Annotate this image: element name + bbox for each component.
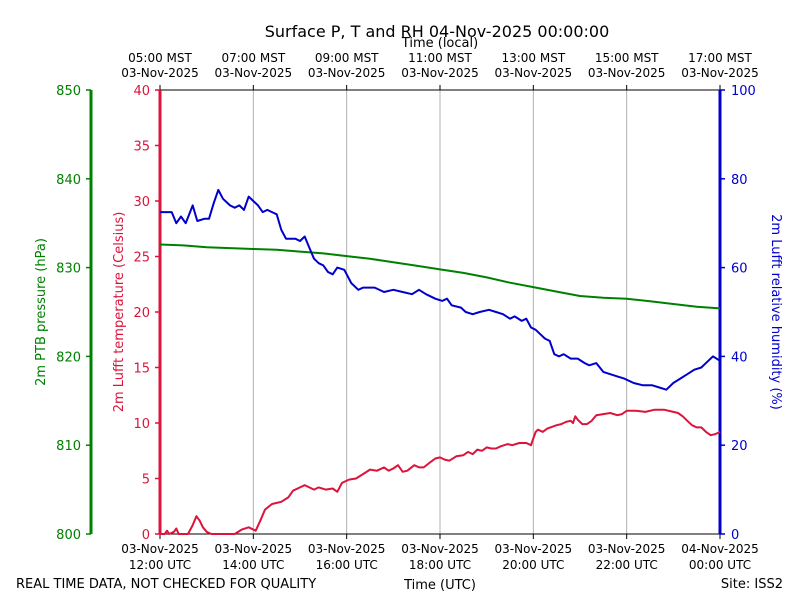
top-tick-date: 03-Nov-2025 [215, 66, 293, 80]
top-tick-time: 11:00 MST [408, 51, 472, 65]
pressure-series-line [159, 243, 721, 310]
x-tick-time: 14:00 UTC [222, 558, 284, 572]
bottom-axis-ticks: 03-Nov-2025 12:00 UTC 03-Nov-2025 14:00 UTC… [121, 534, 759, 572]
x-tick-date: 03-Nov-2025 [495, 542, 573, 556]
temperature-axis-ticks: 0 5 10 15 20 25 30 35 40 [133, 84, 160, 543]
x-tick-date: 03-Nov-2025 [308, 542, 386, 556]
humidity-tick-label: 80 [731, 173, 748, 188]
temperature-tick-label: 10 [133, 417, 150, 432]
top-tick-date: 03-Nov-2025 [495, 66, 573, 80]
temperature-series-line [160, 408, 721, 535]
humidity-tick-label: 40 [731, 350, 748, 365]
x-tick-date: 04-Nov-2025 [681, 542, 759, 556]
x-tick-date: 03-Nov-2025 [121, 542, 199, 556]
pressure-axis-label: 2m PTB pressure (hPa) [34, 238, 49, 386]
x-tick-time: 20:00 UTC [502, 558, 564, 572]
pressure-axis-ticks: 800 810 820 830 840 850 [56, 84, 91, 543]
temperature-axis-label: 2m Lufft temperature (Celsius) [112, 212, 127, 413]
temperature-tick-label: 30 [133, 195, 150, 210]
top-tick-time: 17:00 MST [688, 51, 752, 65]
x-tick-time: 22:00 UTC [596, 558, 658, 572]
pressure-tick-label: 800 [56, 528, 81, 543]
top-tick-time: 07:00 MST [221, 51, 285, 65]
pressure-tick-label: 850 [56, 84, 81, 99]
grid-lines [252, 90, 628, 534]
top-tick-date: 03-Nov-2025 [121, 66, 199, 80]
x-tick-date: 03-Nov-2025 [215, 542, 293, 556]
site-label: Site: ISS2 [721, 577, 783, 592]
temperature-tick-label: 15 [133, 362, 150, 377]
top-tick-date: 03-Nov-2025 [588, 66, 666, 80]
top-axis-label: Time (local) [401, 36, 478, 51]
x-axis-label: Time (UTC) [403, 578, 476, 593]
x-tick-date: 03-Nov-2025 [588, 542, 666, 556]
temperature-tick-label: 35 [133, 140, 150, 155]
top-tick-time: 09:00 MST [315, 51, 379, 65]
chart-title: Surface P, T and RH 04-Nov-2025 00:00:00 [265, 22, 610, 41]
temperature-tick-label: 25 [133, 251, 150, 266]
x-tick-time: 12:00 UTC [129, 558, 191, 572]
x-tick-date: 03-Nov-2025 [401, 542, 479, 556]
top-tick-date: 03-Nov-2025 [681, 66, 759, 80]
pressure-tick-label: 820 [56, 350, 81, 365]
temperature-tick-label: 20 [133, 306, 150, 321]
humidity-tick-label: 0 [731, 528, 739, 543]
humidity-tick-label: 100 [731, 84, 756, 99]
top-tick-time: 15:00 MST [595, 51, 659, 65]
x-tick-time: 00:00 UTC [689, 558, 751, 572]
humidity-axis-ticks: 0 20 40 60 80 100 [720, 84, 756, 543]
top-tick-date: 03-Nov-2025 [401, 66, 479, 80]
relative-humidity-series-line [160, 188, 721, 391]
pressure-tick-label: 840 [56, 173, 81, 188]
top-tick-time: 05:00 MST [128, 51, 192, 65]
pressure-tick-label: 810 [56, 439, 81, 454]
quality-disclaimer: REAL TIME DATA, NOT CHECKED FOR QUALITY [16, 577, 316, 592]
x-tick-time: 16:00 UTC [316, 558, 378, 572]
top-tick-time: 13:00 MST [501, 51, 565, 65]
humidity-axis-label: 2m Lufft relative humidity (%) [768, 214, 783, 410]
humidity-tick-label: 20 [731, 439, 748, 454]
temperature-tick-label: 5 [142, 473, 150, 488]
temperature-tick-label: 40 [133, 84, 150, 99]
pressure-tick-label: 830 [56, 262, 81, 277]
top-tick-date: 03-Nov-2025 [308, 66, 386, 80]
temperature-tick-label: 0 [142, 528, 150, 543]
humidity-tick-label: 60 [731, 262, 748, 277]
x-tick-time: 18:00 UTC [409, 558, 471, 572]
series-layer [159, 188, 721, 535]
